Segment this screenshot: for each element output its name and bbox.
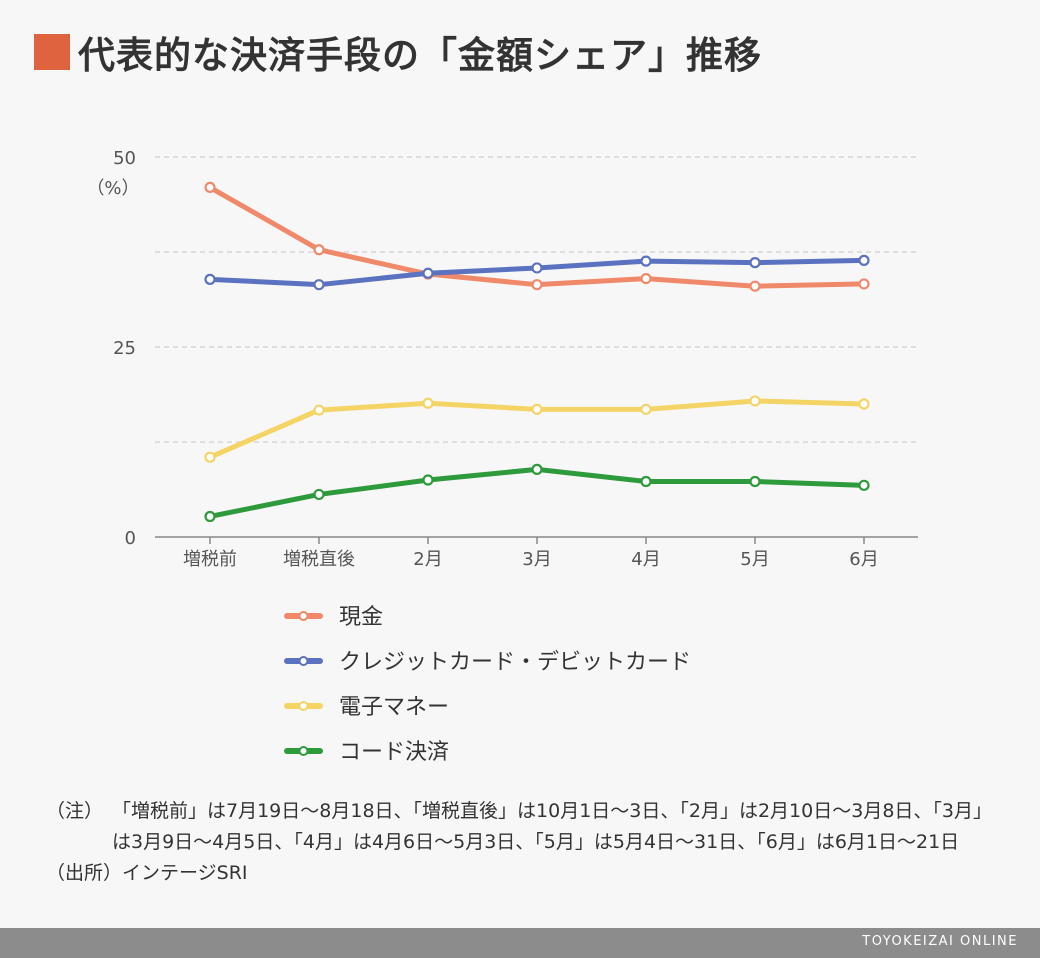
data-point (422, 397, 434, 409)
x-tick-label: 3月 (522, 549, 551, 570)
data-point (749, 280, 761, 292)
data-point (531, 403, 543, 415)
y-axis-label: （%） (86, 178, 139, 199)
data-point (422, 474, 434, 486)
source-text: インテージSRI (122, 862, 248, 884)
data-point (204, 510, 216, 523)
footer-brand: TOYOKEIZAI ONLINE (862, 934, 1018, 949)
chart-title: 代表的な決済手段の「金額シェア」推移 (34, 22, 762, 82)
legend-marker (298, 701, 309, 711)
data-point (640, 403, 652, 415)
y-tick-label: 50 (113, 148, 136, 169)
source-row: （出所） インテージSRI (46, 858, 1006, 889)
title-marker-square (34, 34, 70, 70)
data-point (531, 279, 543, 291)
data-point (640, 273, 652, 285)
x-tick-label: 増税直後 (283, 549, 355, 570)
data-point (313, 244, 325, 256)
data-point (640, 255, 652, 267)
legend-label: 電子マネー (339, 695, 449, 720)
legend-label: コード決済 (339, 740, 449, 765)
x-tick-label: 2月 (413, 549, 442, 570)
data-point (204, 181, 216, 193)
chart-title-text: 代表的な決済手段の「金額シェア」推移 (78, 34, 762, 77)
data-point (204, 273, 216, 285)
note-label: （注） (46, 800, 104, 822)
series-line (207, 466, 867, 519)
footer-bar: TOYOKEIZAI ONLINE (0, 928, 1040, 958)
data-point (531, 262, 543, 274)
x-tick-label: 4月 (631, 549, 660, 570)
legend-marker (298, 656, 309, 666)
data-point (858, 398, 870, 410)
data-point (749, 475, 761, 488)
legend-marker (298, 746, 309, 756)
data-point (858, 254, 870, 266)
line-chart: 0 25 50 （%） 増税前 増税直後 2月 3月 4月 5月 6月現金クレジットカード・デビット… (86, 148, 918, 765)
data-point (858, 479, 870, 491)
legend-label: 現金 (339, 605, 383, 630)
legend-marker (298, 611, 309, 621)
data-point (313, 279, 325, 291)
data-point (313, 404, 325, 416)
x-tick-label: 増税前 (183, 549, 237, 570)
notes: （注） 「増税前」は7月19日〜8月18日、「増税直後」は10月1日〜3日、「2… (46, 796, 1006, 889)
x-tick-label: 6月 (849, 549, 878, 570)
data-point (422, 267, 434, 279)
data-point (640, 475, 652, 488)
legend-label: クレジットカード・デビットカード (339, 650, 691, 675)
data-point (313, 488, 325, 501)
data-point (858, 278, 870, 290)
y-tick-label: 0 (125, 528, 136, 549)
x-tick-label: 5月 (740, 549, 769, 570)
data-point (531, 463, 543, 475)
source-label: （出所） (46, 862, 123, 884)
note-text: 「増税前」は7月19日〜8月18日、「増税直後」は10月1日〜3日、「2月」は2… (112, 800, 993, 853)
y-tick-label: 25 (113, 338, 136, 359)
data-point (204, 451, 216, 463)
data-point (749, 395, 761, 407)
data-point (749, 257, 761, 269)
note-row: （注） 「増税前」は7月19日〜8月18日、「増税直後」は10月1日〜3日、「2… (46, 796, 1006, 858)
